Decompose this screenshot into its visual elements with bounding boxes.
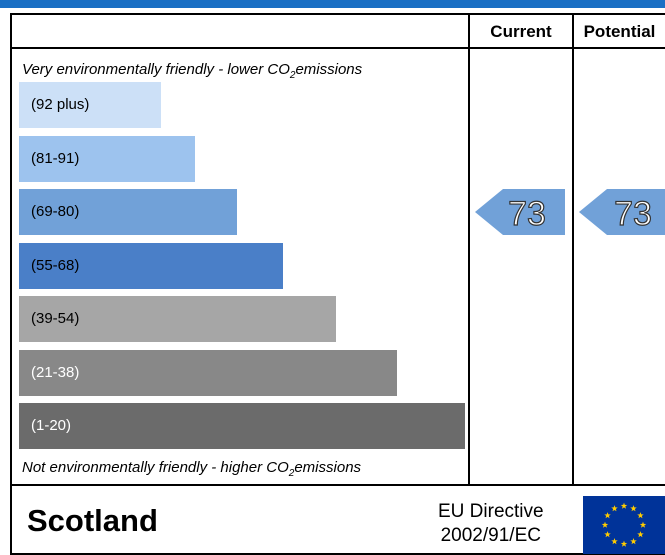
flag-star <box>601 521 609 528</box>
eu-directive-line1: EU Directive <box>438 501 544 522</box>
rating-band-label: (39-54) <box>31 310 80 327</box>
rating-band-label: (81-91) <box>31 149 80 167</box>
rating-band-label: (1-20) <box>31 417 72 434</box>
region-label: Scotland <box>27 503 158 538</box>
top-accent-bar <box>0 0 665 8</box>
rating-band-label: (55-68) <box>31 256 80 274</box>
flag-star <box>639 521 647 528</box>
frame-top-line <box>10 13 665 15</box>
rating-band-4: (55-68) <box>19 242 283 289</box>
rating-band-3: (69-80) <box>19 189 237 235</box>
top-note-prefix: Very environmentally friendly - lower CO <box>22 61 290 78</box>
eu-flag-icon <box>583 496 665 554</box>
potential-rating-arrow: 73 <box>579 189 665 235</box>
potential-column-line <box>572 13 574 485</box>
top-note: Very environmentally friendly - lower CO… <box>22 61 362 81</box>
top-note-suffix: emissions <box>295 61 363 78</box>
flag-star <box>620 502 628 509</box>
potential-rating-value: 73 <box>614 195 652 233</box>
rating-band-1: (92 plus) <box>19 82 161 128</box>
potential-arrow-shape <box>579 189 665 235</box>
bottom-note-prefix: Not environmentally friendly - higher CO <box>22 459 289 476</box>
bottom-note: Not environmentally friendly - higher CO… <box>22 459 361 479</box>
flag-star <box>611 505 618 512</box>
rating-band-label: (21-38) <box>31 363 80 381</box>
flag-star <box>630 505 637 512</box>
eu-directive-line2: 2002/91/EC <box>440 525 541 546</box>
rating-band-label: (69-80) <box>31 203 80 220</box>
bottom-note-subscript: 2 <box>288 468 295 479</box>
frame-bottom-line <box>10 553 665 555</box>
bottom-note-suffix: emissions <box>294 459 362 476</box>
rating-band-2: (81-91) <box>19 135 196 182</box>
potential-column-header: Potential <box>583 22 656 41</box>
current-rating-value: 73 <box>508 195 546 233</box>
flag-star <box>637 512 644 519</box>
flag-star <box>604 531 611 538</box>
rating-band-6: (21-38) <box>19 349 397 396</box>
current-column-line <box>468 13 470 485</box>
current-column-header: Current <box>490 22 552 41</box>
current-rating-arrow: 73 <box>475 189 565 235</box>
frame-left-line <box>10 13 12 555</box>
header-bottom-line <box>10 47 665 49</box>
flag-star <box>604 512 611 519</box>
eu-directive: EU Directive 2002/91/EC <box>438 500 544 548</box>
flag-star <box>620 540 628 547</box>
flag-star <box>637 531 644 538</box>
flag-star <box>630 538 637 545</box>
rating-band-7: (1-20) <box>19 403 465 449</box>
rating-band-5: (39-54) <box>19 296 336 342</box>
chart-bottom-line <box>10 484 665 486</box>
flag-star <box>611 538 618 545</box>
top-note-subscript: 2 <box>289 70 296 81</box>
rating-band-label: (92 plus) <box>31 96 90 113</box>
current-arrow-shape <box>475 189 565 235</box>
